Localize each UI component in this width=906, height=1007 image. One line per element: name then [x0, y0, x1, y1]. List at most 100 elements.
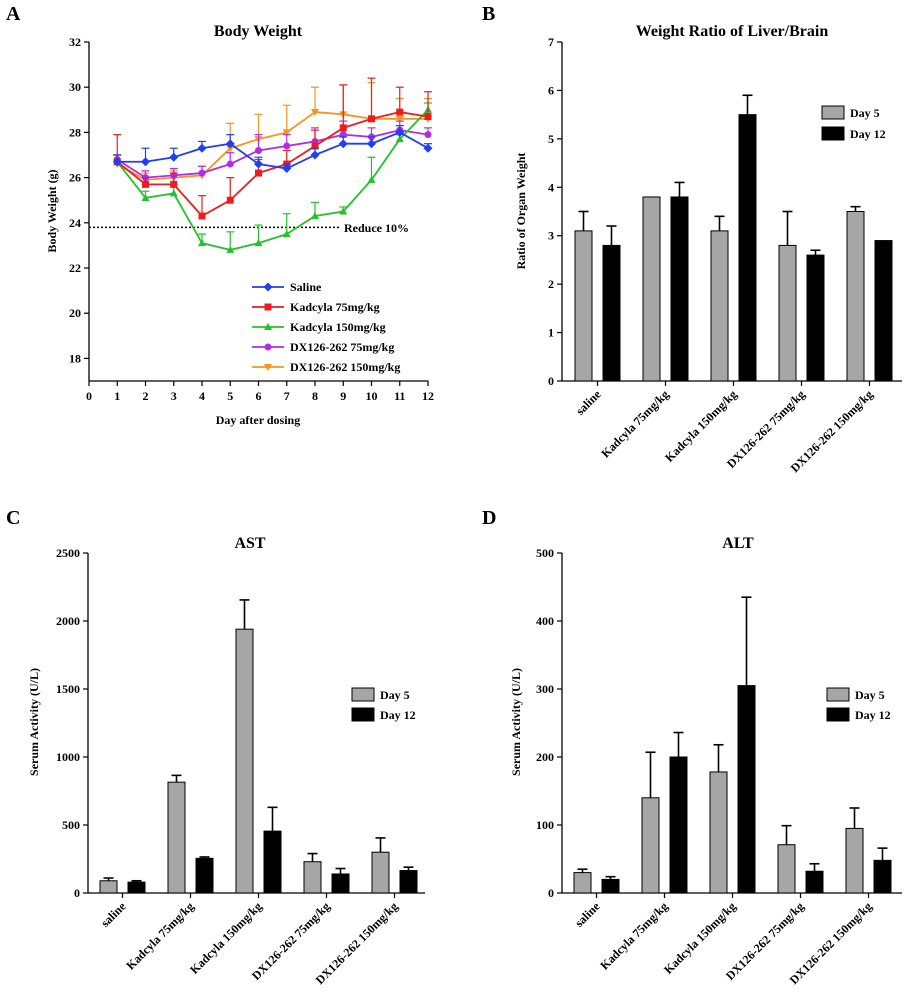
legend-item-day12-d: Day 12: [826, 707, 891, 722]
bar-day-5: [778, 244, 797, 382]
data-point: [255, 146, 262, 154]
data-point: [198, 239, 206, 247]
x-tick-label: saline: [98, 899, 129, 930]
legend-item-day12-c: Day 12: [351, 707, 416, 722]
y-axis-label-b: Ratio of Organ Weight: [514, 153, 528, 270]
data-point: [141, 193, 150, 201]
legend-label-kadcyla-75: Kadcyla 75mg/kg: [290, 300, 380, 314]
data-point: [282, 129, 291, 137]
data-point: [225, 139, 235, 149]
series-a: [112, 77, 433, 253]
x-tick-label-a: 3: [171, 389, 177, 403]
y-tick-label: 2: [548, 277, 554, 291]
data-point: [226, 196, 234, 204]
bar-day-12: [601, 878, 620, 894]
bar-day-5: [573, 872, 592, 894]
panel-a-body-weight: A Body Weight Day after dosing Body Weig…: [6, 3, 434, 427]
legend-label-dx126-150: DX126-262 150mg/kg: [290, 360, 400, 374]
data-point: [310, 150, 320, 160]
legend-marker-kadcyla-150: [264, 323, 272, 330]
legend-label-dx126-75: DX126-262 75mg/kg: [290, 340, 394, 354]
y-axis-label-a: Body Weight (g): [45, 169, 59, 252]
y-tick-label: 1500: [56, 682, 80, 696]
bars-c: [99, 599, 418, 894]
bar-day-12: [669, 756, 688, 894]
series-line: [116, 109, 429, 251]
legend-marker-shape: [264, 303, 272, 311]
series-saline: [112, 125, 433, 174]
legend-item-kadcyla-150: Kadcyla 150mg/kg: [252, 320, 386, 334]
chart-title-b: Weight Ratio of Liver/Brain: [636, 23, 829, 40]
legend-item-day12-b: Day 12: [821, 126, 886, 141]
data-point: [282, 164, 292, 174]
data-point: [282, 230, 291, 238]
panel-b-liver-brain-ratio: B Weight Ratio of Liver/Brain Ratio of O…: [482, 3, 902, 475]
bar-day-12: [263, 830, 282, 894]
panel-letter-c: C: [6, 507, 20, 529]
x-tick-label-a: 0: [86, 389, 92, 403]
data-point: [339, 207, 348, 215]
y-tick-label: 400: [536, 614, 554, 628]
y-tick-label-a: 18: [69, 351, 81, 365]
legend-label-day5-d: Day 5: [855, 688, 885, 702]
chart-title-d: ALT: [722, 535, 754, 552]
y-tick-label: 4: [548, 180, 554, 194]
bar-day-5: [845, 827, 864, 894]
x-tick-label-a: 8: [312, 389, 318, 403]
legend-swatch-day12-d: [826, 707, 850, 722]
bar-day-12: [873, 859, 892, 894]
series-dx126-262-75mg-kg: [113, 120, 432, 182]
legend-label-day5-c: Day 5: [380, 688, 410, 702]
legend-item-day5-d: Day 5: [826, 687, 885, 702]
data-point: [367, 175, 376, 183]
x-tick-label-a: 5: [227, 389, 233, 403]
series-line: [116, 111, 429, 218]
data-point: [339, 124, 347, 132]
y-tick-label: 3: [548, 229, 554, 243]
data-point: [283, 142, 291, 150]
bar-day-5: [99, 880, 118, 894]
data-point: [254, 159, 263, 169]
legend-marker-kadcyla-75: [264, 303, 272, 311]
y-tick-label: 1: [548, 326, 554, 340]
legend-marker-shape: [263, 282, 273, 292]
bar-day-12: [399, 870, 418, 894]
data-point: [198, 169, 206, 177]
legend-label-day5-b: Day 5: [850, 106, 880, 120]
legend-swatch-day12-b: [821, 126, 845, 141]
data-point: [311, 109, 319, 117]
data-point: [226, 245, 235, 253]
x-tick-label: Kadcyla 75mg/kg: [123, 899, 196, 972]
bar-day-5: [303, 861, 322, 894]
y-tick-label-a: 30: [69, 80, 81, 94]
legend-d: Day 5 Day 12: [826, 687, 891, 722]
y-tick-label: 2000: [56, 614, 80, 628]
data-point: [423, 143, 433, 153]
x-tick-label-a: 2: [143, 389, 149, 403]
x-tick-label-a: 11: [394, 389, 405, 403]
data-point: [424, 131, 432, 139]
x-tick-label-a: 10: [366, 389, 378, 403]
data-point: [198, 212, 206, 220]
y-tick-label: 2500: [56, 546, 80, 560]
x-tick-label-a: 1: [114, 389, 120, 403]
x-tick-label-a: 6: [256, 389, 262, 403]
legend-marker-dx126-75: [264, 343, 272, 351]
y-tick-label: 1000: [56, 750, 80, 764]
legend-label-day12-d: Day 12: [855, 708, 891, 722]
bar-day-12: [127, 881, 146, 894]
chart-title-a: Body Weight: [214, 23, 303, 40]
bar-day-5: [574, 230, 593, 382]
y-tick-label-a: 20: [69, 306, 81, 320]
x-tick-label-a: 12: [422, 389, 434, 403]
reference-line-a: Reduce 10%: [89, 221, 409, 235]
data-point: [170, 180, 178, 188]
y-tick-label-a: 22: [69, 261, 81, 275]
legend-swatch-day12-c: [351, 707, 375, 722]
bar-day-12: [874, 240, 893, 382]
bar-day-12: [737, 685, 756, 894]
legend-item-dx126-150: DX126-262 150mg/kg: [252, 360, 400, 374]
y-tick-label: 500: [62, 818, 80, 832]
